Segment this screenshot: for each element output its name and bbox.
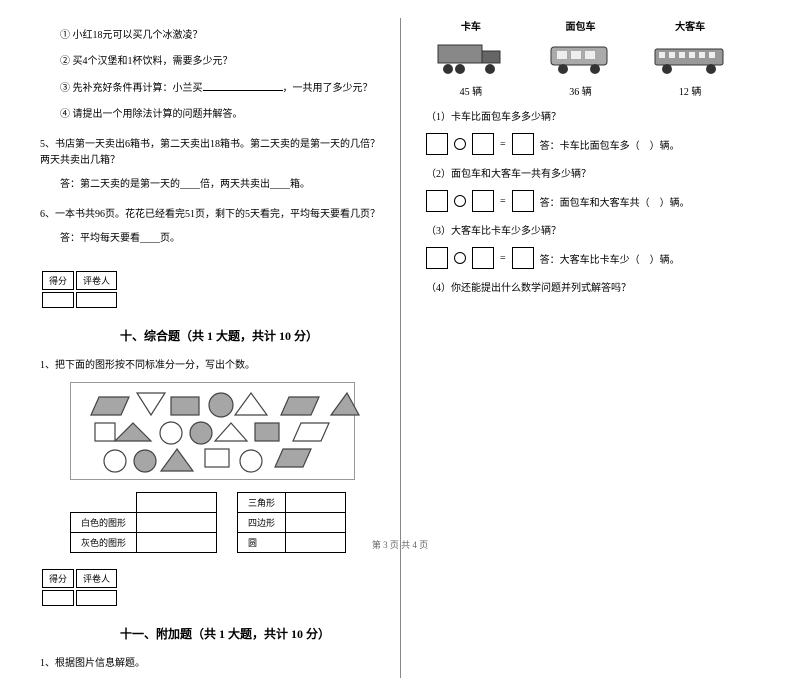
q3-prefix: ③ 先补充好条件再计算：小兰买 <box>60 83 203 94</box>
van-label: 面包车 <box>535 18 625 33</box>
operand-box[interactable] <box>472 190 494 212</box>
quad-label: 四边形 <box>238 513 286 533</box>
page-footer: 第 3 页 共 4 页 <box>0 538 800 551</box>
van-count: 36 辆 <box>535 83 625 98</box>
subq-2: （2）面包车和大客车一共有多少辆？ <box>426 165 745 180</box>
question-5: 5、书店第一天卖出6箱书，第二天卖出18箱书。第二天卖的是第一天的几倍？两天共卖… <box>40 137 385 169</box>
truck-col: 卡车 45 辆 <box>426 18 516 98</box>
white-count-2[interactable] <box>137 513 217 533</box>
vehicles-row: 卡车 45 辆 面包车 36 辆 大客车 12 辆 <box>416 18 745 98</box>
white-count-1[interactable] <box>137 493 217 513</box>
bus-col: 大客车 12 辆 <box>645 18 735 98</box>
operand-box[interactable] <box>426 247 448 269</box>
q3-blank[interactable] <box>203 80 283 91</box>
truck-count: 45 辆 <box>426 83 516 98</box>
subq-1: （1）卡车比面包车多多少辆？ <box>426 108 745 123</box>
truck-label: 卡车 <box>426 18 516 33</box>
equals-sign: = <box>500 139 506 150</box>
problem-10-1: 1、把下面的图形按不同标准分一分，写出个数。 <box>40 358 385 374</box>
operator-circle[interactable] <box>454 252 466 264</box>
score-box-11: 得分评卷人 <box>40 567 119 608</box>
answer-1-text: 答：卡车比面包车多（ ）辆。 <box>540 137 680 152</box>
van-icon <box>535 37 625 79</box>
bus-icon <box>645 37 735 79</box>
score-cell[interactable] <box>42 590 74 606</box>
answer-3-text: 答：大客车比卡车少（ ）辆。 <box>540 251 680 266</box>
bus-label: 大客车 <box>645 18 735 33</box>
eq-1: = 答：卡车比面包车多（ ）辆。 <box>426 133 745 155</box>
grader-cell[interactable] <box>76 292 117 308</box>
equals-sign: = <box>500 253 506 264</box>
result-box[interactable] <box>512 247 534 269</box>
section-11-title: 十一、附加题（共 1 大题，共计 10 分） <box>120 625 385 642</box>
operand-box[interactable] <box>472 133 494 155</box>
problem-11-1: 1、根据图片信息解题。 <box>40 656 385 672</box>
white-label: 白色的图形 <box>71 513 137 533</box>
grader-label: 评卷人 <box>76 271 117 290</box>
result-box[interactable] <box>512 190 534 212</box>
grader-cell[interactable] <box>76 590 117 606</box>
shapes-figure <box>70 382 355 480</box>
operator-circle[interactable] <box>454 138 466 150</box>
question-1: ① 小红18元可以买几个冰激凌？ <box>60 28 385 44</box>
question-4: ④ 请提出一个用除法计算的问题并解答。 <box>60 107 385 123</box>
triangle-label: 三角形 <box>238 493 286 513</box>
question-2: ② 买4个汉堡和1杯饮料，需要多少元？ <box>60 54 385 70</box>
score-label: 得分 <box>42 271 74 290</box>
section-10-title: 十、综合题（共 1 大题，共计 10 分） <box>120 327 385 344</box>
operand-box[interactable] <box>426 133 448 155</box>
van-col: 面包车 36 辆 <box>535 18 625 98</box>
subq-3: （3）大客车比卡车少多少辆？ <box>426 222 745 237</box>
answer-2-text: 答：面包车和大客车共（ ）辆。 <box>540 194 690 209</box>
bus-count: 12 辆 <box>645 83 735 98</box>
truck-icon <box>426 37 516 79</box>
operand-box[interactable] <box>426 190 448 212</box>
grader-label: 评卷人 <box>76 569 117 588</box>
answer-5: 答：第二天卖的是第一天的____倍，两天共卖出____箱。 <box>60 177 385 193</box>
subq-4: （4）你还能提出什么数学问题并列式解答吗？ <box>426 279 745 294</box>
question-6: 6、一本书共96页。花花已经看完51页，剩下的5天看完，平均每天要看几页？ <box>40 207 385 223</box>
triangle-count[interactable] <box>286 493 346 513</box>
quad-count[interactable] <box>286 513 346 533</box>
result-box[interactable] <box>512 133 534 155</box>
q3-suffix: ，一共用了多少元？ <box>283 83 373 94</box>
operator-circle[interactable] <box>454 195 466 207</box>
question-3: ③ 先补充好条件再计算：小兰买 ，一共用了多少元？ <box>60 80 385 97</box>
answer-6: 答：平均每天要看____页。 <box>60 231 385 247</box>
eq-3: = 答：大客车比卡车少（ ）辆。 <box>426 247 745 269</box>
operand-box[interactable] <box>472 247 494 269</box>
score-cell[interactable] <box>42 292 74 308</box>
score-label: 得分 <box>42 569 74 588</box>
equals-sign: = <box>500 196 506 207</box>
eq-2: = 答：面包车和大客车共（ ）辆。 <box>426 190 745 212</box>
score-box-10: 得分评卷人 <box>40 269 119 310</box>
